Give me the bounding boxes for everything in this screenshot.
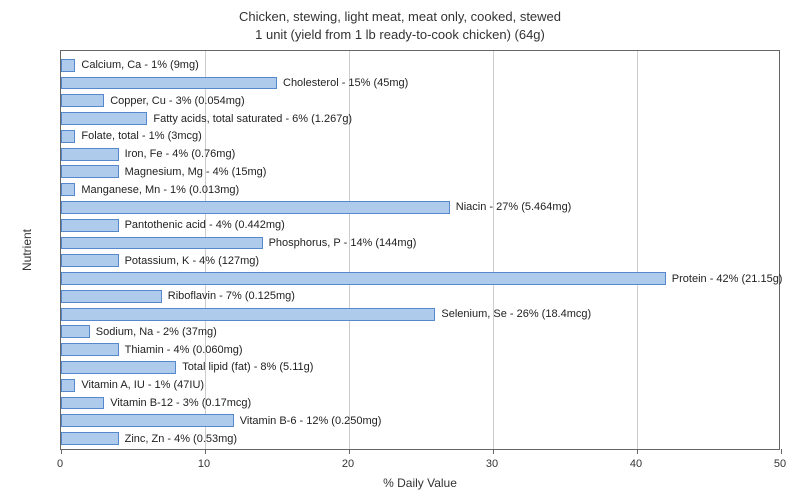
bar-row: Riboflavin - 7% (0.125mg) [61,290,779,303]
nutrient-label: Riboflavin - 7% (0.125mg) [168,290,295,302]
nutrient-bar [61,130,75,143]
x-tick-label: 40 [630,458,642,470]
x-tick [637,449,638,454]
x-tick [781,449,782,454]
x-tick [61,449,62,454]
nutrient-label: Thiamin - 4% (0.060mg) [125,344,243,356]
nutrient-bar [61,254,119,267]
bar-row: Copper, Cu - 3% (0.054mg) [61,94,779,107]
nutrient-label: Sodium, Na - 2% (37mg) [96,326,217,338]
nutrient-label: Copper, Cu - 3% (0.054mg) [110,95,245,107]
nutrient-bar [61,343,119,356]
bar-row: Magnesium, Mg - 4% (15mg) [61,165,779,178]
x-tick-label: 10 [198,458,210,470]
nutrient-label: Phosphorus, P - 14% (144mg) [269,237,417,249]
nutrient-bar [61,397,104,410]
bar-row: Thiamin - 4% (0.060mg) [61,343,779,356]
x-tick-label: 20 [342,458,354,470]
x-tick-label: 30 [486,458,498,470]
bar-row: Calcium, Ca - 1% (9mg) [61,59,779,72]
bar-row: Selenium, Se - 26% (18.4mcg) [61,308,779,321]
bar-row: Potassium, K - 4% (127mg) [61,254,779,267]
title-line-2: 1 unit (yield from 1 lb ready-to-cook ch… [0,26,800,44]
nutrient-bar [61,112,147,125]
nutrient-label: Cholesterol - 15% (45mg) [283,77,408,89]
nutrient-label: Total lipid (fat) - 8% (5.11g) [182,361,313,373]
nutrient-bar [61,272,666,285]
nutrient-bar [61,148,119,161]
nutrient-chart: Chicken, stewing, light meat, meat only,… [0,0,800,500]
bar-row: Vitamin B-12 - 3% (0.17mcg) [61,397,779,410]
nutrient-bar [61,432,119,445]
nutrient-label: Protein - 42% (21.15g) [672,273,783,285]
nutrient-bar [61,308,435,321]
x-tick-label: 0 [57,458,63,470]
nutrient-bar [61,219,119,232]
bar-row: Manganese, Mn - 1% (0.013mg) [61,183,779,196]
nutrient-label: Pantothenic acid - 4% (0.442mg) [125,219,285,231]
nutrient-label: Magnesium, Mg - 4% (15mg) [125,166,267,178]
bar-row: Protein - 42% (21.15g) [61,272,779,285]
bar-row: Vitamin A, IU - 1% (47IU) [61,379,779,392]
nutrient-bar [61,325,90,338]
plot-area: Calcium, Ca - 1% (9mg) Cholesterol - 15% … [60,50,780,450]
bar-row: Fatty acids, total saturated - 6% (1.267… [61,112,779,125]
bar-row: Zinc, Zn - 4% (0.53mg) [61,432,779,445]
nutrient-label: Manganese, Mn - 1% (0.013mg) [81,184,239,196]
bar-row: Pantothenic acid - 4% (0.442mg) [61,219,779,232]
nutrient-bar [61,361,176,374]
nutrient-label: Iron, Fe - 4% (0.76mg) [125,148,236,160]
x-tick-label: 50 [774,458,786,470]
x-tick [493,449,494,454]
bar-row: Vitamin B-6 - 12% (0.250mg) [61,414,779,427]
chart-title: Chicken, stewing, light meat, meat only,… [0,0,800,43]
bar-row: Folate, total - 1% (3mcg) [61,130,779,143]
nutrient-label: Zinc, Zn - 4% (0.53mg) [125,433,237,445]
x-tick [349,449,350,454]
x-axis-label: % Daily Value [383,476,457,490]
bar-row: Niacin - 27% (5.464mg) [61,201,779,214]
nutrient-bar [61,94,104,107]
nutrient-bar [61,59,75,72]
nutrient-bar [61,77,277,90]
title-line-1: Chicken, stewing, light meat, meat only,… [0,8,800,26]
y-axis-label: Nutrient [20,229,34,271]
nutrient-bar [61,183,75,196]
nutrient-label: Selenium, Se - 26% (18.4mcg) [441,308,591,320]
nutrient-bar [61,379,75,392]
nutrient-label: Calcium, Ca - 1% (9mg) [81,59,198,71]
nutrient-bar [61,414,234,427]
nutrient-label: Fatty acids, total saturated - 6% (1.267… [153,113,352,125]
bar-row: Phosphorus, P - 14% (144mg) [61,237,779,250]
nutrient-label: Vitamin B-6 - 12% (0.250mg) [240,415,382,427]
nutrient-bar [61,165,119,178]
nutrient-label: Potassium, K - 4% (127mg) [125,255,260,267]
bar-row: Total lipid (fat) - 8% (5.11g) [61,361,779,374]
nutrient-bar [61,237,263,250]
nutrient-label: Niacin - 27% (5.464mg) [456,201,572,213]
bar-row: Cholesterol - 15% (45mg) [61,77,779,90]
bar-row: Sodium, Na - 2% (37mg) [61,325,779,338]
nutrient-label: Vitamin B-12 - 3% (0.17mcg) [110,397,251,409]
x-tick [205,449,206,454]
nutrient-label: Folate, total - 1% (3mcg) [81,130,201,142]
nutrient-bar [61,201,450,214]
nutrient-bar [61,290,162,303]
nutrient-label: Vitamin A, IU - 1% (47IU) [81,379,204,391]
bar-row: Iron, Fe - 4% (0.76mg) [61,148,779,161]
